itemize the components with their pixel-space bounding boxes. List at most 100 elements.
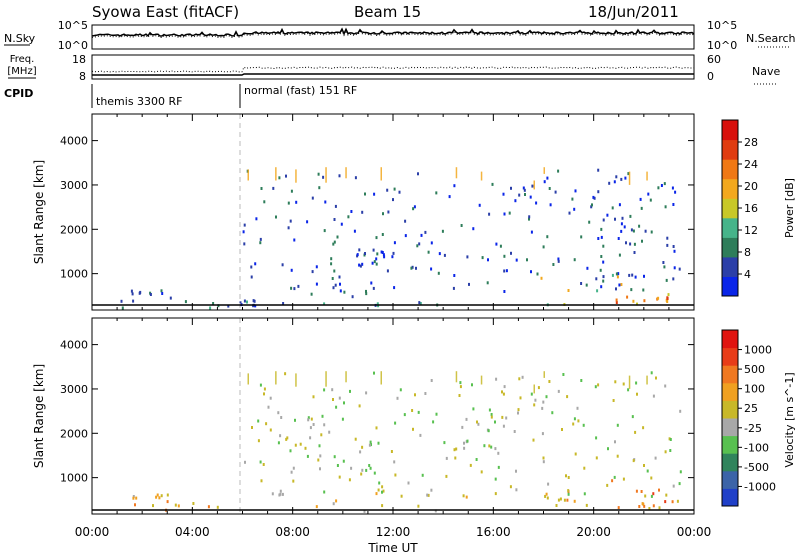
velocity-echo-point xyxy=(671,500,674,504)
velocity-echo-point xyxy=(574,452,577,456)
power-echo-point xyxy=(518,193,521,197)
power-echo-point xyxy=(627,172,630,176)
power-echo-point xyxy=(361,262,364,266)
power-echo-point xyxy=(358,248,361,252)
power-echo-point xyxy=(278,176,281,180)
velocity-echo-streak xyxy=(480,375,483,385)
velocity-echo-point xyxy=(390,450,393,453)
power-echo-point xyxy=(242,230,245,234)
velocity-echo-point xyxy=(279,434,282,438)
x-tick-label: 12:00 xyxy=(376,525,411,539)
velocity-colorbar: -1000 -500 -100 -25 25 100 500 1000 Velocity [m… xyxy=(721,329,796,507)
velocity-echo-point xyxy=(490,415,493,419)
power-echo-point xyxy=(606,213,609,217)
power-echo-point xyxy=(393,286,396,290)
power-echo-point xyxy=(478,203,481,207)
power-echo-point xyxy=(526,258,528,262)
velocity-echo-point xyxy=(652,492,655,496)
power-echo-point xyxy=(666,236,669,240)
power-echo-point xyxy=(663,265,666,269)
velocity-echo-point xyxy=(517,408,520,412)
velocity-colorbar-segments xyxy=(722,330,738,507)
power-echo-point xyxy=(435,191,438,195)
power-echo-point xyxy=(597,237,600,240)
velocity-colorbar-tick-label: 100 xyxy=(744,383,765,396)
velocity-echo-point xyxy=(396,396,399,400)
power-echo-point xyxy=(487,258,489,262)
power-echo-point xyxy=(602,244,605,248)
velocity-echo-point xyxy=(290,470,293,474)
velocity-echo-point xyxy=(530,392,533,396)
power-echo-point xyxy=(586,266,589,270)
power-echo-point xyxy=(430,267,433,271)
power-colorbar-tick-label: 20 xyxy=(744,180,758,193)
power-colorbar-tick-label: 8 xyxy=(744,246,751,259)
power-echo-point xyxy=(596,289,599,293)
power-colorbar-segment xyxy=(722,256,738,277)
velocity-echo-point xyxy=(310,417,313,421)
power-echo-point xyxy=(376,302,379,306)
velocity-echo-point xyxy=(424,392,427,395)
velocity-echo-point xyxy=(583,492,586,496)
velocity-echo-point xyxy=(267,405,270,409)
power-echo-point xyxy=(523,188,526,192)
x-axis-label: Time UT xyxy=(367,541,418,554)
velocity-echo-point xyxy=(279,492,282,496)
velocity-echo-point xyxy=(251,426,253,429)
power-echo-point xyxy=(260,187,263,190)
velocity-echo-point xyxy=(487,429,490,433)
power-echo-point xyxy=(351,295,354,299)
power-echo-point xyxy=(585,283,588,287)
power-echo-point xyxy=(453,274,456,277)
velocity-echo-point xyxy=(435,412,438,416)
velocity-echo-point xyxy=(477,422,480,426)
power-echo-point xyxy=(600,235,603,239)
velocity-echo-point xyxy=(497,465,500,469)
velocity-y-tick-label: 3000 xyxy=(60,383,88,396)
x-tick-label: 00:00 xyxy=(75,525,110,539)
power-echo-point xyxy=(272,186,275,190)
power-echo-point xyxy=(617,237,620,240)
power-echo-point xyxy=(666,296,669,300)
velocity-panel-bg xyxy=(92,318,694,514)
power-echo-point xyxy=(358,263,361,267)
velocity-echo-point xyxy=(640,490,643,493)
power-echo-point xyxy=(392,251,395,255)
velocity-echo-point xyxy=(269,396,272,400)
power-echo-point xyxy=(333,240,336,244)
velocity-echo-point xyxy=(294,443,297,447)
velocity-colorbar-segment xyxy=(722,347,738,366)
velocity-echo-point xyxy=(664,384,667,388)
power-echo-point xyxy=(315,265,318,269)
velocity-data-points xyxy=(132,371,682,513)
velocity-echo-point xyxy=(643,504,646,508)
velocity-echo-point xyxy=(358,404,361,408)
velocity-echo-point xyxy=(541,432,544,436)
power-echo-point xyxy=(673,266,676,270)
noise-search-label: N.Search xyxy=(746,32,796,45)
power-echo-point xyxy=(184,300,187,304)
velocity-echo-point xyxy=(547,482,550,486)
velocity-echo-point xyxy=(432,420,435,424)
velocity-echo-point xyxy=(634,430,637,434)
power-echo-point xyxy=(602,275,605,279)
velocity-y-tick-label: 2000 xyxy=(60,427,88,440)
power-panel-bg xyxy=(92,114,694,310)
velocity-echo-point xyxy=(534,398,537,402)
power-echo-point xyxy=(488,212,491,216)
power-echo-point xyxy=(381,251,384,254)
velocity-echo-point xyxy=(617,506,620,510)
velocity-echo-point xyxy=(312,423,315,426)
velocity-echo-point xyxy=(557,498,560,502)
velocity-echo-point xyxy=(350,466,353,470)
power-echo-point xyxy=(324,200,327,204)
velocity-echo-point xyxy=(635,381,638,385)
power-echo-point xyxy=(620,229,623,233)
velocity-echo-point xyxy=(419,433,422,437)
power-echo-point xyxy=(452,286,455,290)
velocity-echo-point xyxy=(207,505,210,509)
power-echo-point xyxy=(641,239,643,243)
velocity-echo-point xyxy=(174,503,177,507)
velocity-echo-point xyxy=(559,497,562,501)
